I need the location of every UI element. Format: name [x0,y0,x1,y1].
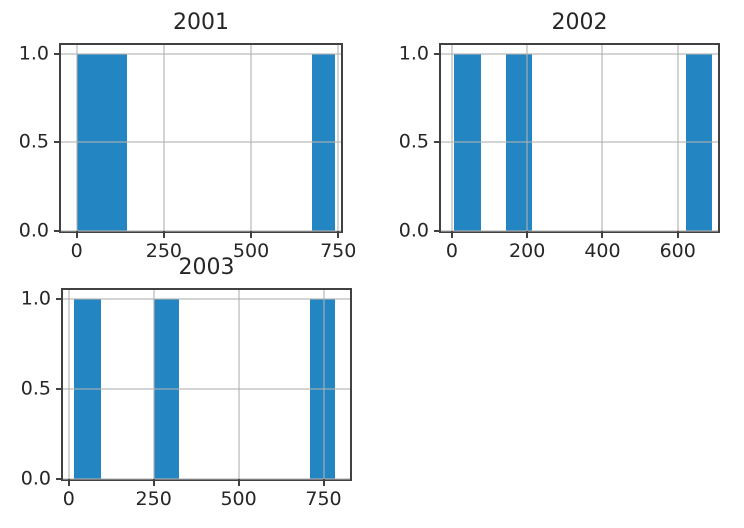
x-tick-label: 0 [70,240,83,262]
y-tick-mark [56,478,63,480]
x-tick-mark [526,231,529,238]
y-gridline [63,478,350,480]
x-gridline [676,45,679,231]
x-tick-label: 500 [220,488,257,510]
x-tick-label: 600 [659,240,696,262]
x-tick-label: 400 [584,240,621,262]
x-gridline [75,45,78,231]
x-gridline [322,290,325,479]
y-gridline [63,388,350,390]
y-tick-label: 0.5 [20,377,51,400]
x-gridline [450,45,453,231]
y-tick-label: 0.0 [20,467,51,490]
x-gridline [152,290,155,479]
y-gridline [441,52,718,55]
y-tick-mark [54,52,61,55]
chart-title: 2002 [551,9,608,35]
x-gridline [237,290,240,479]
y-tick-mark [434,141,441,144]
chart-title: 2003 [178,254,235,280]
x-tick-label: 0 [445,240,458,262]
x-tick-label: 200 [509,240,546,262]
x-tick-mark [601,231,604,238]
x-gridline [337,45,340,231]
x-tick-label: 0 [62,488,75,510]
x-tick-label: 250 [135,488,172,510]
y-tick-label: 0.0 [18,219,49,242]
x-tick-label: 750 [320,240,357,262]
x-gridline [250,45,253,231]
x-gridline [601,45,604,231]
y-tick-label: 0.5 [18,130,49,153]
y-gridline [61,230,341,232]
y-gridline [61,141,341,144]
x-tick-label: 500 [232,240,270,262]
x-tick-mark [75,231,78,238]
y-tick-mark [56,388,63,390]
x-gridline [162,45,165,231]
y-gridline [441,230,718,232]
y-gridline [441,141,718,144]
y-tick-mark [434,230,441,232]
x-tick-mark [337,231,340,238]
y-tick-label: 1.0 [20,287,51,310]
y-tick-mark [54,230,61,232]
y-tick-label: 0.5 [398,130,429,153]
x-tick-mark [152,479,155,486]
subplot-2002: 2002 0 200 400 600 1.0 0.5 0.0 [399,11,720,261]
x-tick-mark [67,479,70,486]
x-tick-mark [162,231,165,238]
x-tick-label: 250 [145,240,182,262]
y-tick-mark [56,298,63,300]
x-tick-label: 750 [305,488,342,510]
x-tick-mark [322,479,325,486]
x-tick-mark [676,231,679,238]
y-tick-label: 1.0 [18,42,49,65]
y-gridline [63,298,350,300]
subplot-2003: 2003 0 250 500 750 1.0 0.5 0.0 [21,256,352,509]
chart-title: 2001 [173,9,229,35]
x-tick-mark [250,231,253,238]
x-gridline [67,290,70,479]
y-gridline [61,52,341,55]
y-tick-mark [434,52,441,55]
y-tick-label: 0.0 [398,219,429,242]
y-tick-mark [54,141,61,144]
y-tick-label: 1.0 [398,42,429,65]
subplot-2001: 2001 0 250 500 750 1.0 0.5 0.0 [19,11,357,262]
x-gridline [526,45,529,231]
x-tick-mark [450,231,453,238]
x-tick-mark [237,479,240,486]
